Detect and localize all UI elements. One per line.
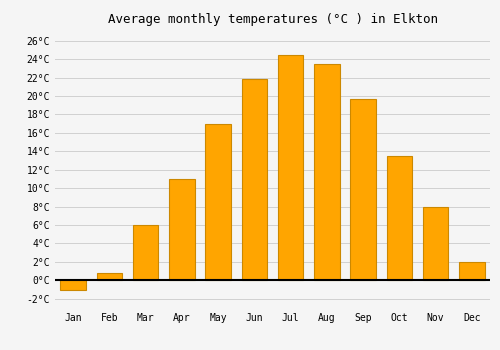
Bar [314,64,340,280]
Bar [133,225,158,280]
Bar [206,124,231,280]
Bar [242,79,267,280]
Title: Average monthly temperatures (°C ) in Elkton: Average monthly temperatures (°C ) in El… [108,13,438,26]
Bar [423,206,448,280]
Bar [96,273,122,280]
Bar [459,262,484,280]
Bar [60,280,86,289]
Bar [169,179,194,280]
Bar [278,55,303,280]
Bar [350,99,376,280]
Bar [386,156,412,280]
